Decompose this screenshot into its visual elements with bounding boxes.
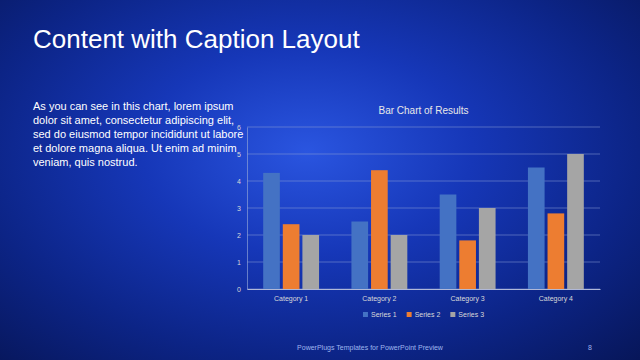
- x-tick: Category 3: [451, 289, 485, 303]
- y-tick-label: 4: [237, 178, 241, 185]
- y-tick-label: 1: [237, 259, 241, 266]
- series: [283, 170, 564, 289]
- bar: [479, 208, 496, 289]
- y-tick: 0: [237, 286, 247, 293]
- page-number: 8: [588, 344, 592, 351]
- x-tick-label: Category 3: [451, 295, 485, 303]
- y-tick: 1: [237, 259, 247, 266]
- bar: [391, 235, 408, 289]
- x-axis: Category 1 Category 2 Category 3 Category 4: [248, 289, 601, 303]
- x-tick-label: Category 4: [539, 295, 573, 303]
- bar: [302, 235, 319, 289]
- grid-line: [247, 154, 600, 155]
- legend-label: Series 2: [415, 311, 441, 318]
- legend-item: Series 3: [450, 311, 484, 318]
- grid-line: [247, 235, 600, 236]
- series: [263, 168, 544, 290]
- bar: [263, 173, 280, 289]
- grid-line: [247, 262, 600, 263]
- legend-swatch: [407, 312, 412, 317]
- y-tick: 3: [237, 205, 247, 212]
- y-tick-label: 5: [237, 151, 241, 158]
- footer: PowerPlugs Templates for PowerPoint Prev…: [297, 344, 444, 352]
- bar: [459, 240, 476, 289]
- caption: As you can see in this chart, lorem ipsu…: [33, 99, 245, 169]
- y-tick: 5: [237, 151, 247, 158]
- y-axis-line: [247, 128, 248, 290]
- slide-title: Content with Caption Layout: [33, 24, 360, 55]
- y-tick-label: 0: [237, 286, 241, 293]
- bar: [548, 213, 565, 289]
- bars: [263, 154, 584, 289]
- y-tick-label: 3: [237, 205, 241, 212]
- bar: [440, 195, 457, 290]
- y-tick-label: 2: [237, 232, 241, 239]
- x-axis-line: [248, 289, 601, 290]
- x-tick: Category 2: [362, 289, 396, 303]
- x-tick-label: Category 2: [362, 295, 396, 303]
- bar: [371, 170, 388, 289]
- chart-title: Bar Chart of Results: [378, 105, 468, 116]
- grid-line: [247, 181, 600, 182]
- x-tick: Category 4: [539, 289, 573, 303]
- y-axis: 0123456: [237, 124, 247, 293]
- grid: [247, 127, 600, 289]
- x-tick-label: Category 1: [274, 295, 308, 303]
- legend-label: Series 3: [458, 311, 484, 318]
- grid-line: [247, 208, 600, 209]
- bar: [283, 224, 300, 289]
- legend-item: Series 2: [407, 311, 441, 318]
- bar: [351, 222, 368, 290]
- legend-swatch: [363, 312, 368, 317]
- x-tick: Category 1: [274, 289, 308, 303]
- legend-label: Series 1: [371, 311, 397, 318]
- grid-line: [247, 289, 600, 290]
- series: [302, 154, 583, 289]
- y-tick: 4: [237, 178, 247, 185]
- y-tick: 2: [237, 232, 247, 239]
- bar: [528, 168, 545, 290]
- legend-swatch: [450, 312, 455, 317]
- grid-line: [247, 127, 600, 128]
- legend: Series 1 Series 2 Series 3: [363, 311, 484, 318]
- slide: {"slide": {"title": "Content with Captio…: [0, 0, 640, 360]
- bar: [567, 154, 584, 289]
- legend-item: Series 1: [363, 311, 397, 318]
